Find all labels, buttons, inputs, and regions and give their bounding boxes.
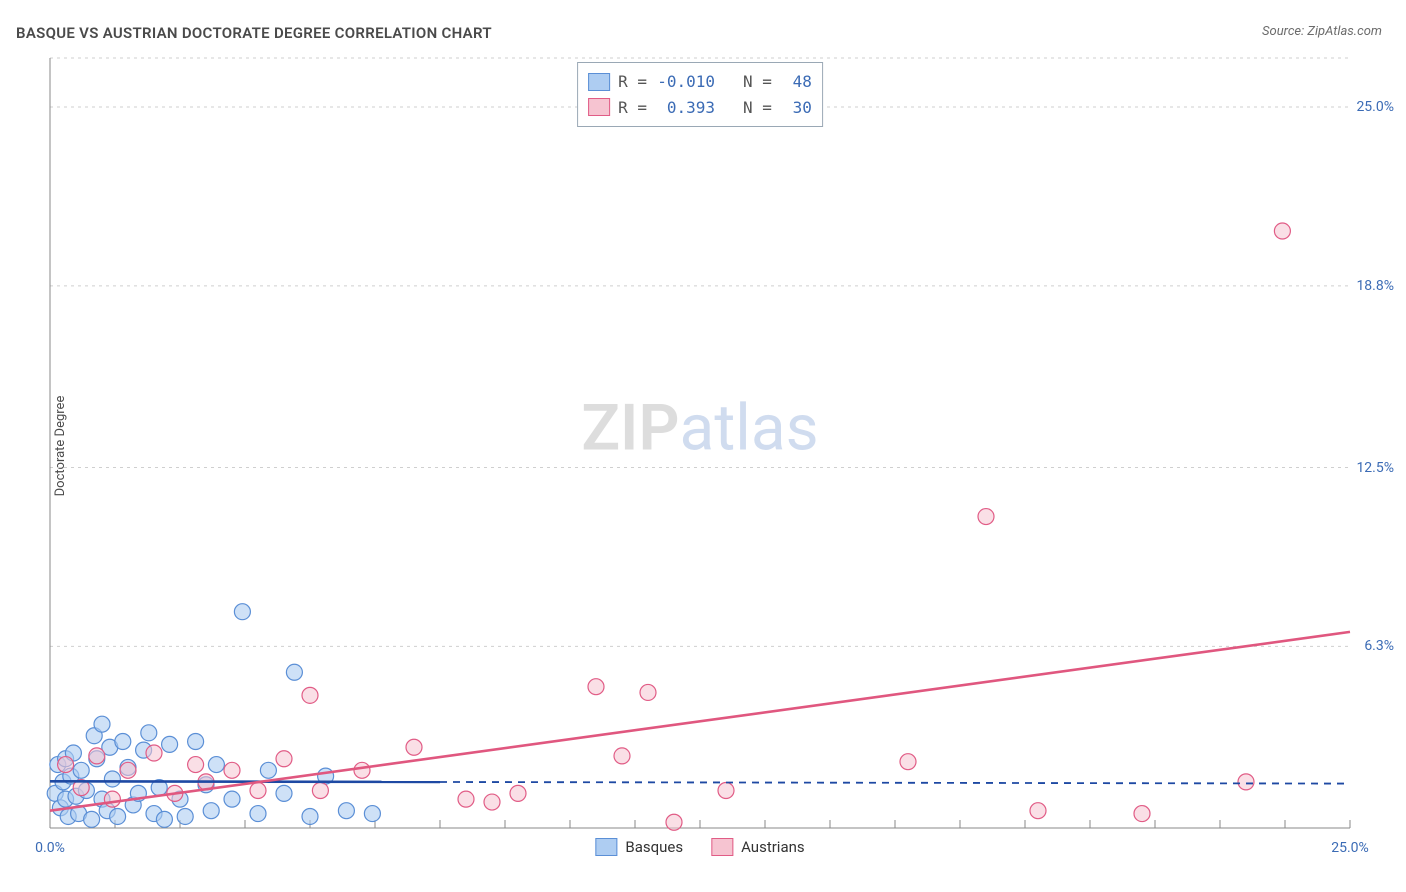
legend-stat-row: R =-0.010N =48 xyxy=(588,69,812,95)
series-legend: Basques Austrians xyxy=(595,838,804,856)
y-tick-label: 18.8% xyxy=(1356,278,1394,294)
y-tick-label: 12.5% xyxy=(1356,460,1394,476)
correlation-legend-box: R =-0.010N =48R =0.393N =30 xyxy=(577,62,823,127)
legend-swatch xyxy=(588,73,610,91)
legend-swatch xyxy=(588,98,610,116)
plot-area: ZIPatlas R =-0.010N =48R =0.393N =30 Bas… xyxy=(50,58,1350,828)
legend-swatch xyxy=(711,838,733,856)
legend-swatch xyxy=(595,838,617,856)
legend-item: Austrians xyxy=(711,838,805,856)
y-tick-label: 25.0% xyxy=(1356,99,1394,115)
chart-title: BASQUE VS AUSTRIAN DOCTORATE DEGREE CORR… xyxy=(16,24,492,42)
x-tick-label: 0.0% xyxy=(35,840,65,856)
legend-item: Basques xyxy=(595,838,683,856)
legend-label: Austrians xyxy=(741,838,805,856)
legend-stat-row: R =0.393N =30 xyxy=(588,95,812,121)
x-tick-label: 25.0% xyxy=(1331,840,1369,856)
source-attribution: Source: ZipAtlas.com xyxy=(1262,24,1382,39)
y-tick-label: 6.3% xyxy=(1364,638,1394,654)
scatter-plot-svg xyxy=(50,58,1350,828)
legend-label: Basques xyxy=(625,838,683,856)
